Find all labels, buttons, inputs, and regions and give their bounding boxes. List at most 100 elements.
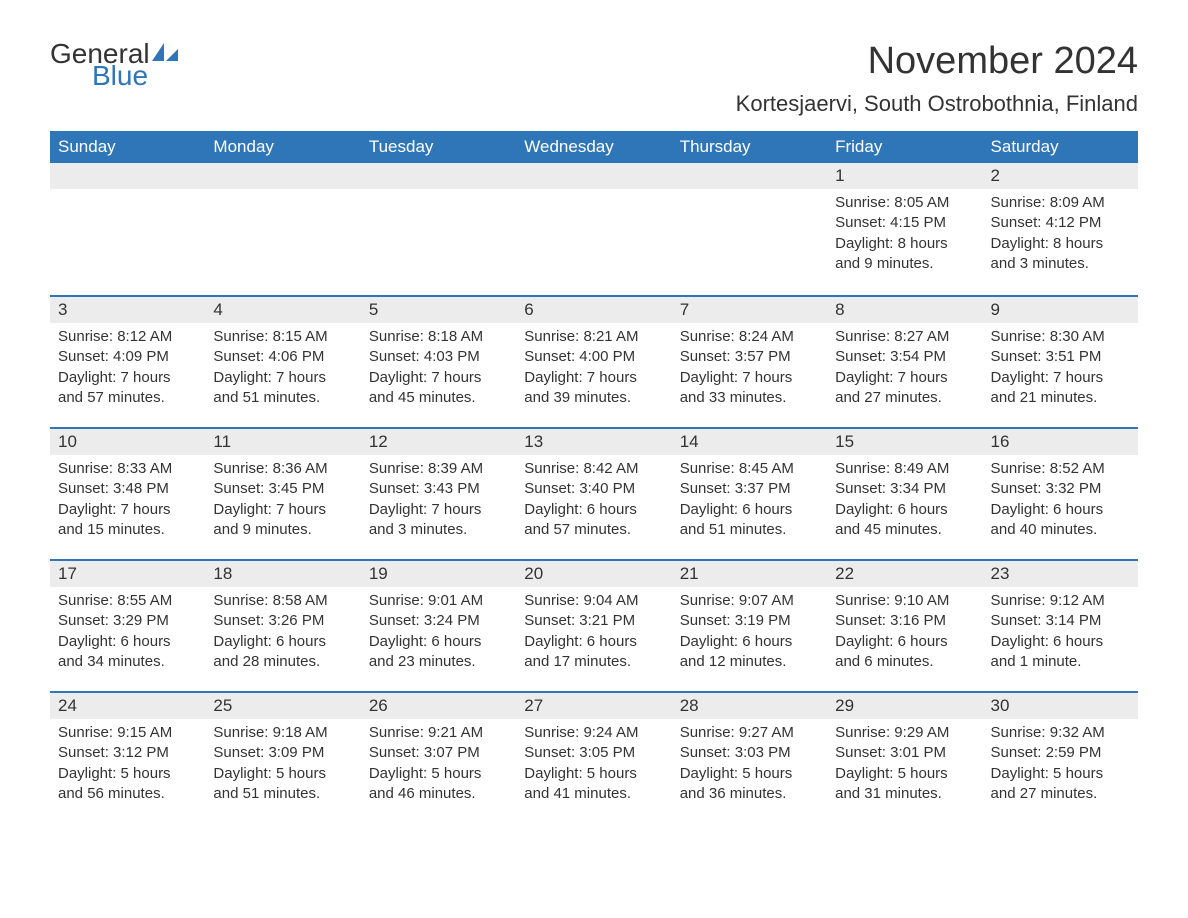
daylight-text: Daylight: 7 hours and 51 minutes. <box>213 368 352 409</box>
cell-body: Sunrise: 9:27 AMSunset: 3:03 PMDaylight:… <box>672 719 827 816</box>
sunrise-text: Sunrise: 8:55 AM <box>58 591 197 611</box>
sunset-text: Sunset: 3:05 PM <box>524 743 663 763</box>
cell-body: Sunrise: 8:27 AMSunset: 3:54 PMDaylight:… <box>827 323 982 420</box>
sunrise-text: Sunrise: 9:01 AM <box>369 591 508 611</box>
cell-body: Sunrise: 9:07 AMSunset: 3:19 PMDaylight:… <box>672 587 827 684</box>
sunset-text: Sunset: 3:12 PM <box>58 743 197 763</box>
sunset-text: Sunset: 3:16 PM <box>835 611 974 631</box>
cell-body: Sunrise: 9:04 AMSunset: 3:21 PMDaylight:… <box>516 587 671 684</box>
sunset-text: Sunset: 4:03 PM <box>369 347 508 367</box>
day-number: 19 <box>361 561 516 587</box>
sunrise-text: Sunrise: 8:09 AM <box>991 193 1130 213</box>
calendar-cell: 18Sunrise: 8:58 AMSunset: 3:26 PMDayligh… <box>205 561 360 691</box>
day-number: 20 <box>516 561 671 587</box>
daylight-text: Daylight: 6 hours and 40 minutes. <box>991 500 1130 541</box>
sunset-text: Sunset: 3:21 PM <box>524 611 663 631</box>
sunrise-text: Sunrise: 8:05 AM <box>835 193 974 213</box>
calendar-cell: 29Sunrise: 9:29 AMSunset: 3:01 PMDayligh… <box>827 693 982 823</box>
sunset-text: Sunset: 4:00 PM <box>524 347 663 367</box>
day-number: 2 <box>983 163 1138 189</box>
cell-body: Sunrise: 8:58 AMSunset: 3:26 PMDaylight:… <box>205 587 360 684</box>
daylight-text: Daylight: 7 hours and 27 minutes. <box>835 368 974 409</box>
sunset-text: Sunset: 3:07 PM <box>369 743 508 763</box>
sunset-text: Sunset: 4:06 PM <box>213 347 352 367</box>
sunset-text: Sunset: 3:32 PM <box>991 479 1130 499</box>
day-number: 13 <box>516 429 671 455</box>
cell-body: Sunrise: 9:32 AMSunset: 2:59 PMDaylight:… <box>983 719 1138 816</box>
day-number: 24 <box>50 693 205 719</box>
day-number: 3 <box>50 297 205 323</box>
daylight-text: Daylight: 6 hours and 28 minutes. <box>213 632 352 673</box>
day-number: 1 <box>827 163 982 189</box>
cell-body: Sunrise: 9:18 AMSunset: 3:09 PMDaylight:… <box>205 719 360 816</box>
calendar-cell: 3 Sunrise: 8:12 AMSunset: 4:09 PMDaylight… <box>50 297 205 427</box>
sunrise-text: Sunrise: 9:27 AM <box>680 723 819 743</box>
cell-body: Sunrise: 8:24 AMSunset: 3:57 PMDaylight:… <box>672 323 827 420</box>
day-number: 23 <box>983 561 1138 587</box>
sunrise-text: Sunrise: 8:12 AM <box>58 327 197 347</box>
day-number: 30 <box>983 693 1138 719</box>
cell-body: Sunrise: 8:45 AMSunset: 3:37 PMDaylight:… <box>672 455 827 552</box>
cell-body: Sunrise: 8:15 AMSunset: 4:06 PMDaylight:… <box>205 323 360 420</box>
day-number: 11 <box>205 429 360 455</box>
daylight-text: Daylight: 7 hours and 33 minutes. <box>680 368 819 409</box>
daylight-text: Daylight: 6 hours and 51 minutes. <box>680 500 819 541</box>
daylight-text: Daylight: 5 hours and 46 minutes. <box>369 764 508 805</box>
cell-body: Sunrise: 8:36 AMSunset: 3:45 PMDaylight:… <box>205 455 360 552</box>
sunrise-text: Sunrise: 9:15 AM <box>58 723 197 743</box>
day-number: 25 <box>205 693 360 719</box>
sunset-text: Sunset: 4:09 PM <box>58 347 197 367</box>
week-row: 10Sunrise: 8:33 AMSunset: 3:48 PMDayligh… <box>50 427 1138 559</box>
day-number: 29 <box>827 693 982 719</box>
sunset-text: Sunset: 2:59 PM <box>991 743 1130 763</box>
cell-body: Sunrise: 9:12 AMSunset: 3:14 PMDaylight:… <box>983 587 1138 684</box>
cell-body: Sunrise: 9:10 AMSunset: 3:16 PMDaylight:… <box>827 587 982 684</box>
calendar-cell: 13Sunrise: 8:42 AMSunset: 3:40 PMDayligh… <box>516 429 671 559</box>
daylight-text: Daylight: 5 hours and 31 minutes. <box>835 764 974 805</box>
calendar-cell: 9Sunrise: 8:30 AMSunset: 3:51 PMDaylight… <box>983 297 1138 427</box>
sunset-text: Sunset: 3:01 PM <box>835 743 974 763</box>
sunrise-text: Sunrise: 8:58 AM <box>213 591 352 611</box>
day-label: Thursday <box>672 131 827 163</box>
sunrise-text: Sunrise: 8:49 AM <box>835 459 974 479</box>
daylight-text: Daylight: 6 hours and 45 minutes. <box>835 500 974 541</box>
sunset-text: Sunset: 3:03 PM <box>680 743 819 763</box>
day-number: 5 <box>361 297 516 323</box>
day-number: 7 <box>672 297 827 323</box>
day-number: 27 <box>516 693 671 719</box>
sunset-text: Sunset: 3:51 PM <box>991 347 1130 367</box>
daylight-text: Daylight: 7 hours and 9 minutes. <box>213 500 352 541</box>
sunset-text: Sunset: 4:15 PM <box>835 213 974 233</box>
day-label: Tuesday <box>361 131 516 163</box>
day-label: Wednesday <box>516 131 671 163</box>
cell-body: Sunrise: 8:42 AMSunset: 3:40 PMDaylight:… <box>516 455 671 552</box>
day-number: 6 <box>516 297 671 323</box>
calendar-cell: 7Sunrise: 8:24 AMSunset: 3:57 PMDaylight… <box>672 297 827 427</box>
calendar-cell: 20Sunrise: 9:04 AMSunset: 3:21 PMDayligh… <box>516 561 671 691</box>
cell-body: Sunrise: 9:21 AMSunset: 3:07 PMDaylight:… <box>361 719 516 816</box>
logo-text-2: Blue <box>92 62 178 90</box>
calendar-cell: 28Sunrise: 9:27 AMSunset: 3:03 PMDayligh… <box>672 693 827 823</box>
sunrise-text: Sunrise: 9:10 AM <box>835 591 974 611</box>
day-number: 14 <box>672 429 827 455</box>
daylight-text: Daylight: 8 hours and 3 minutes. <box>991 234 1130 275</box>
daylight-text: Daylight: 5 hours and 36 minutes. <box>680 764 819 805</box>
sunrise-text: Sunrise: 8:24 AM <box>680 327 819 347</box>
day-label: Monday <box>205 131 360 163</box>
week-row: 17Sunrise: 8:55 AMSunset: 3:29 PMDayligh… <box>50 559 1138 691</box>
calendar-cell: 11Sunrise: 8:36 AMSunset: 3:45 PMDayligh… <box>205 429 360 559</box>
daylight-text: Daylight: 7 hours and 57 minutes. <box>58 368 197 409</box>
daylight-text: Daylight: 6 hours and 23 minutes. <box>369 632 508 673</box>
sunrise-text: Sunrise: 8:36 AM <box>213 459 352 479</box>
page-title: November 2024 <box>736 40 1138 83</box>
calendar-cell: 25Sunrise: 9:18 AMSunset: 3:09 PMDayligh… <box>205 693 360 823</box>
calendar-cell: 12Sunrise: 8:39 AMSunset: 3:43 PMDayligh… <box>361 429 516 559</box>
sunrise-text: Sunrise: 8:30 AM <box>991 327 1130 347</box>
day-number: 16 <box>983 429 1138 455</box>
calendar-cell <box>361 163 516 295</box>
calendar-cell: 5Sunrise: 8:18 AMSunset: 4:03 PMDaylight… <box>361 297 516 427</box>
sunrise-text: Sunrise: 8:27 AM <box>835 327 974 347</box>
sunset-text: Sunset: 3:43 PM <box>369 479 508 499</box>
calendar-cell: 30Sunrise: 9:32 AMSunset: 2:59 PMDayligh… <box>983 693 1138 823</box>
sunset-text: Sunset: 3:09 PM <box>213 743 352 763</box>
